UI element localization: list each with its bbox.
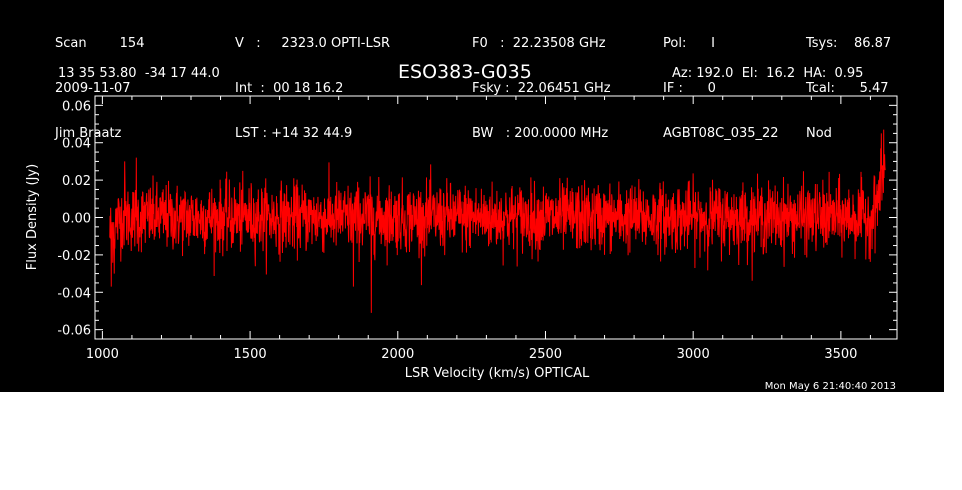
spectrum-chart: 1000 1500 2000 2500 3000 3500 -0.06 -0.04 -0.02 0… [25, 95, 898, 392]
x-tick-label: 1500 [234, 347, 267, 362]
rest-frequency: F0 : 22.23508 GHz [472, 36, 606, 51]
if-number: IF : 0 [663, 81, 716, 96]
y-tick-label: 0.04 [62, 137, 91, 152]
observer-name: Jim Braatz [55, 126, 122, 141]
x-tick-label: 3000 [677, 347, 710, 362]
tsys: Tsys: 86.87 [806, 36, 892, 51]
spectrum-trace-layer [109, 129, 886, 313]
source-name: ESO383-G035 [398, 61, 532, 83]
y-axis-label: Flux Density (Jy) [25, 164, 40, 270]
x-tick-label: 2500 [529, 347, 562, 362]
x-tick-label: 2000 [381, 347, 414, 362]
header-col2: V : 2323.0 OPTI-LSR Int : 00 18 16.2 LST… [235, 6, 390, 171]
procedure: Nod [806, 126, 832, 141]
velocity-readout: V : 2323.0 OPTI-LSR [235, 36, 391, 51]
project-id: AGBT08C_035_22 [663, 126, 779, 141]
tcal: Tcal: 5.47 [806, 81, 889, 96]
source-coordinates: 13 35 53.80 -34 17 44.0 [58, 66, 220, 81]
integration-time: Int : 00 18 16.2 [235, 81, 344, 96]
header-col1: Scan 154 2009-11-07 Jim Braatz [55, 6, 144, 171]
polarization: Pol: I [663, 36, 715, 51]
y-tick-label: -0.06 [57, 324, 91, 339]
x-axis-label: LSR Velocity (km/s) OPTICAL [405, 366, 590, 381]
bandwidth: BW : 200.0000 MHz [472, 126, 609, 141]
y-tick-label: -0.02 [57, 249, 91, 264]
x-tick-label: 3500 [824, 347, 857, 362]
plot-timestamp: Mon May 6 21:40:40 2013 [765, 381, 896, 392]
y-tick-label: -0.04 [57, 286, 91, 301]
header-col4: Pol: I IF : 0 AGBT08C_035_22 [663, 6, 779, 171]
y-tick-label: 0.00 [62, 212, 91, 227]
x-tick-label: 1000 [86, 347, 119, 362]
az-el-ha: Az: 192.0 El: 16.2 HA: 0.95 [672, 66, 864, 81]
scan-number: Scan 154 [55, 36, 145, 51]
header-col5: Tsys: 86.87 Tcal: 5.47 Nod [806, 6, 891, 171]
observation-date: 2009-11-07 [55, 81, 131, 96]
ticks-layer: 1000 1500 2000 2500 3000 3500 -0.06 -0.04 -0.02 0… [57, 96, 897, 362]
lst-readout: LST : +14 32 44.9 [235, 126, 353, 141]
y-tick-label: 0.02 [62, 174, 91, 189]
spectrum-line [109, 129, 886, 313]
y-tick-label: 0.06 [62, 99, 91, 114]
sky-frequency: Fsky : 22.06451 GHz [472, 81, 611, 96]
header-col3: F0 : 22.23508 GHz Fsky : 22.06451 GHz BW… [472, 6, 611, 171]
